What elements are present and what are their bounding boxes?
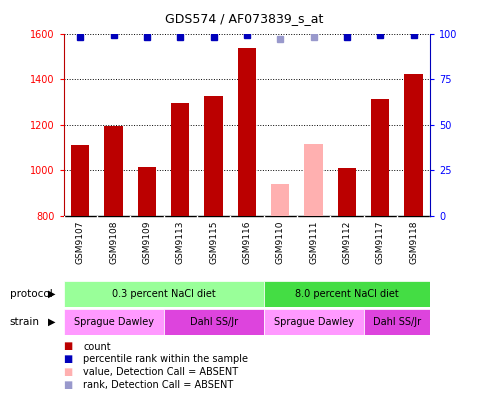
Text: Dahl SS/Jr: Dahl SS/Jr bbox=[189, 317, 237, 327]
Text: GSM9112: GSM9112 bbox=[342, 221, 351, 264]
Bar bbox=[337, 168, 355, 216]
Bar bbox=[171, 103, 189, 216]
Bar bbox=[204, 96, 223, 216]
Text: GSM9115: GSM9115 bbox=[209, 221, 218, 265]
Text: GSM9118: GSM9118 bbox=[408, 221, 417, 265]
Text: GSM9117: GSM9117 bbox=[375, 221, 384, 265]
Text: GSM9109: GSM9109 bbox=[142, 221, 151, 265]
Bar bbox=[370, 99, 388, 216]
Text: count: count bbox=[83, 341, 110, 352]
Text: GDS574 / AF073839_s_at: GDS574 / AF073839_s_at bbox=[165, 12, 323, 25]
Text: ■: ■ bbox=[63, 341, 73, 352]
Text: strain: strain bbox=[10, 317, 40, 327]
Text: GSM9110: GSM9110 bbox=[275, 221, 284, 265]
Text: ■: ■ bbox=[63, 367, 73, 377]
Bar bbox=[104, 126, 122, 216]
Bar bbox=[163, 309, 263, 335]
Text: ▶: ▶ bbox=[47, 289, 55, 299]
Bar bbox=[237, 48, 256, 216]
Text: GSM9113: GSM9113 bbox=[175, 221, 184, 265]
Bar bbox=[138, 167, 156, 216]
Text: Sprague Dawley: Sprague Dawley bbox=[273, 317, 353, 327]
Bar bbox=[404, 74, 422, 216]
Bar bbox=[363, 309, 429, 335]
Bar bbox=[270, 184, 289, 216]
Text: 0.3 percent NaCl diet: 0.3 percent NaCl diet bbox=[111, 289, 215, 299]
Text: GSM9108: GSM9108 bbox=[109, 221, 118, 265]
Text: percentile rank within the sample: percentile rank within the sample bbox=[83, 354, 247, 364]
Text: value, Detection Call = ABSENT: value, Detection Call = ABSENT bbox=[83, 367, 238, 377]
Text: GSM9107: GSM9107 bbox=[76, 221, 84, 265]
Text: 8.0 percent NaCl diet: 8.0 percent NaCl diet bbox=[294, 289, 398, 299]
Text: GSM9111: GSM9111 bbox=[308, 221, 318, 265]
Bar bbox=[304, 144, 322, 216]
Bar bbox=[63, 309, 163, 335]
Text: ▶: ▶ bbox=[47, 317, 55, 327]
Bar bbox=[263, 281, 429, 307]
Bar bbox=[63, 281, 263, 307]
Text: protocol: protocol bbox=[10, 289, 52, 299]
Text: Sprague Dawley: Sprague Dawley bbox=[73, 317, 153, 327]
Text: rank, Detection Call = ABSENT: rank, Detection Call = ABSENT bbox=[83, 379, 233, 390]
Text: ■: ■ bbox=[63, 379, 73, 390]
Text: GSM9116: GSM9116 bbox=[242, 221, 251, 265]
Text: Dahl SS/Jr: Dahl SS/Jr bbox=[372, 317, 420, 327]
Bar bbox=[263, 309, 363, 335]
Bar bbox=[71, 145, 89, 216]
Text: ■: ■ bbox=[63, 354, 73, 364]
